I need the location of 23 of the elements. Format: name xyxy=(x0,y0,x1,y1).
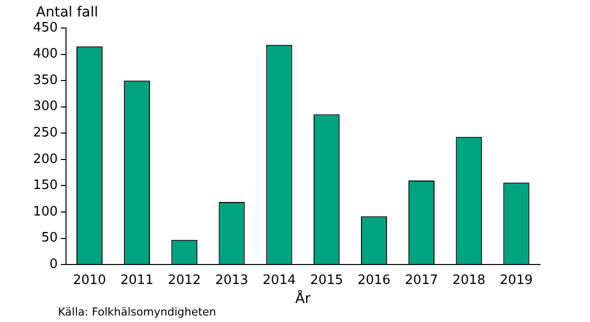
text: Källa: Folkhälsomyndigheten xyxy=(58,305,216,318)
x-tick-label: 2010 xyxy=(72,272,106,288)
x-tick-label: 2011 xyxy=(120,272,154,288)
x-tick-label: 2018 xyxy=(452,272,486,288)
y-tick-label: 0 xyxy=(50,256,58,272)
y-tick-label: 400 xyxy=(32,46,58,62)
y-tick-label: 100 xyxy=(32,204,58,220)
x-tick-label: 2016 xyxy=(357,272,391,288)
y-tick-label: 150 xyxy=(32,178,58,194)
x-tick-label: 2017 xyxy=(404,272,438,288)
y-tick-label: 300 xyxy=(32,99,58,114)
x-tick-label: 2015 xyxy=(310,272,344,288)
x-axis-title: År xyxy=(295,290,311,308)
y-tick-label: 250 xyxy=(32,126,58,141)
x-tick-label: 2012 xyxy=(168,272,201,288)
y-tick-label: 200 xyxy=(32,152,58,167)
y-tick-label: 450 xyxy=(32,20,58,36)
y-axis-title: Antal fall xyxy=(36,4,98,21)
y-tick-label: 350 xyxy=(32,72,58,88)
x-tick-label: 2013 xyxy=(215,272,248,288)
x-tick-label: 2014 xyxy=(262,272,296,288)
y-tick-label: 50 xyxy=(41,230,58,246)
x-tick-label: 2019 xyxy=(500,272,533,288)
